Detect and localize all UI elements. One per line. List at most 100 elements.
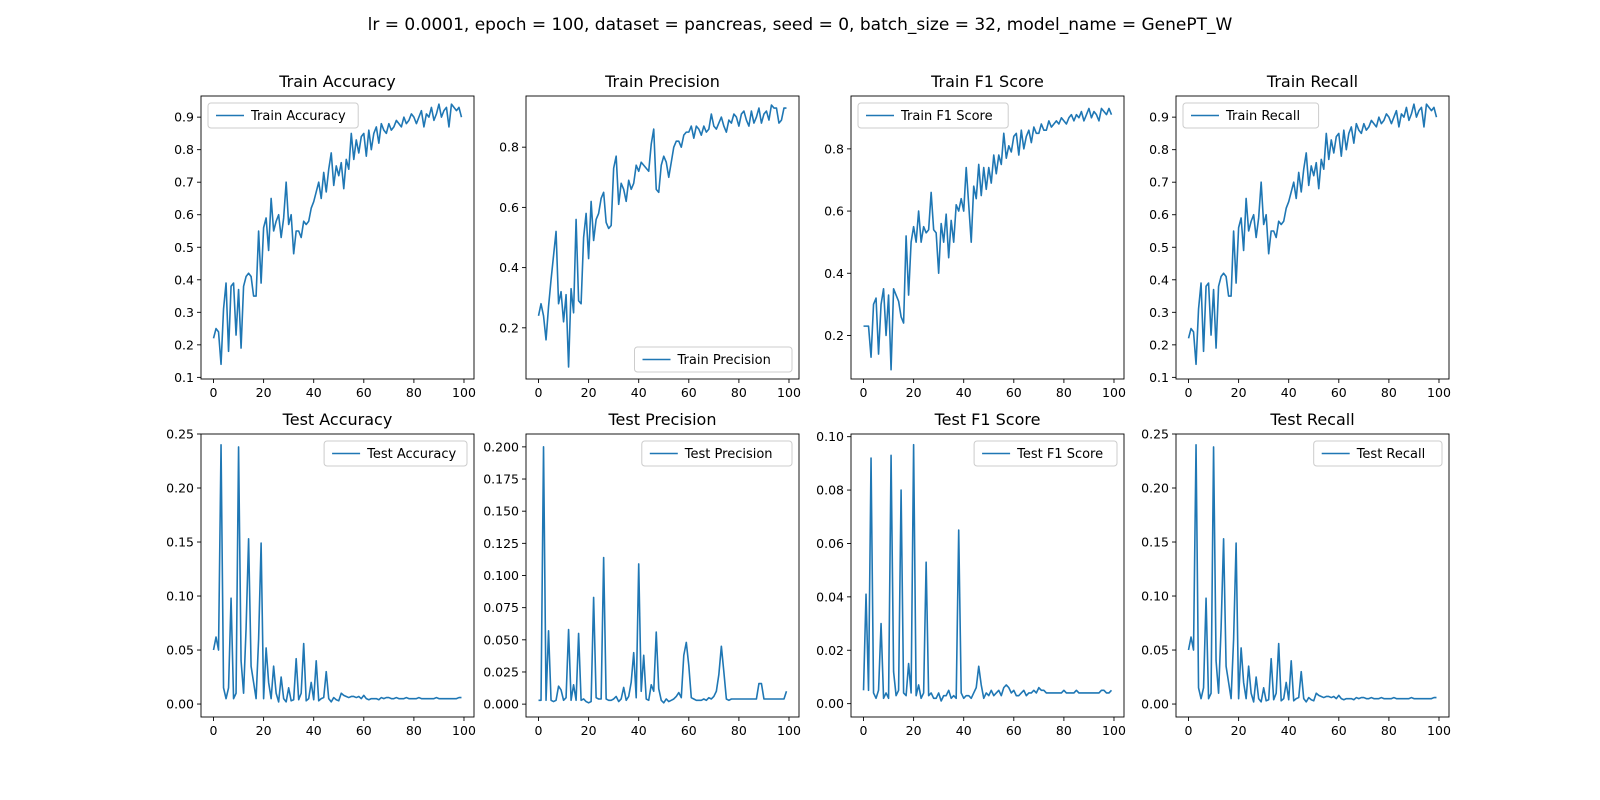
y-tick-label: 0.08 [816, 483, 844, 498]
y-tick-label: 0.25 [1141, 427, 1169, 442]
y-tick-label: 0.5 [174, 240, 194, 255]
x-tick-label: 100 [1102, 723, 1126, 738]
test-accuracy-legend: Test Accuracy [323, 440, 468, 467]
x-tick-label: 20 [256, 385, 272, 400]
train-f1-score-series-line [863, 107, 1113, 371]
test-recall-series-line [1187, 443, 1437, 703]
y-tick-label: 0.25 [166, 427, 194, 442]
x-tick-label: 80 [406, 723, 422, 738]
y-tick-label: 0.125 [483, 536, 519, 551]
x-tick-label: 0 [860, 385, 868, 400]
y-tick-label: 0.6 [824, 204, 844, 219]
x-tick-label: 60 [681, 385, 697, 400]
train-recall-series-line [1187, 103, 1438, 366]
legend-label: Train F1 Score [900, 109, 993, 124]
x-tick-label: 20 [581, 385, 597, 400]
y-tick-label: 0.1 [174, 370, 194, 385]
y-tick-label: 0.10 [166, 589, 194, 604]
x-tick-label: 20 [906, 385, 922, 400]
train-f1-score-axes-frame [850, 95, 1125, 380]
y-tick-label: 0.5 [1149, 240, 1169, 255]
legend-box [1182, 102, 1320, 129]
y-tick-label: 0.3 [1149, 305, 1169, 320]
legend-box [973, 440, 1118, 467]
y-tick-label: 0.6 [499, 200, 519, 215]
x-tick-label: 0 [535, 385, 543, 400]
x-tick-label: 100 [777, 385, 801, 400]
x-tick-label: 80 [406, 385, 422, 400]
train-recall-legend: Train Recall [1182, 102, 1320, 129]
legend-box [1313, 440, 1443, 467]
test-precision-series-line [538, 446, 788, 704]
y-tick-label: 0.9 [174, 110, 194, 125]
x-tick-label: 100 [452, 723, 476, 738]
test-recall-axes-frame [1175, 433, 1450, 718]
y-tick-label: 0.175 [483, 472, 519, 487]
test-precision-axes-frame [525, 433, 800, 718]
x-tick-label: 40 [306, 385, 322, 400]
x-tick-label: 100 [1427, 723, 1451, 738]
x-tick-label: 80 [1056, 385, 1072, 400]
train-accuracy-subplot: Train Accuracy 0 20 40 60 80 100 0.1 0.2 0.3 0.4 0.… [174, 72, 476, 400]
y-tick-label: 0.9 [1149, 110, 1169, 125]
test-accuracy-axes-frame [200, 433, 475, 718]
y-tick-label: 0.05 [166, 643, 194, 658]
legend-box [641, 440, 793, 467]
legend-label: Train Recall [1225, 109, 1300, 124]
legend-label: Test F1 Score [1016, 447, 1103, 462]
train-precision-axes-frame [525, 95, 800, 380]
y-tick-label: 0.2 [824, 328, 844, 343]
train-recall-subplot: Train Recall 0 20 40 60 80 100 0.1 0.2 0.3 0.4 0.5 0… [1149, 72, 1451, 400]
y-tick-label: 0.050 [483, 632, 519, 647]
y-tick-label: 0.6 [174, 207, 194, 222]
y-tick-label: 0.4 [174, 272, 194, 287]
x-tick-label: 80 [1381, 723, 1397, 738]
legend-label: Test Precision [684, 447, 773, 462]
legend-box [634, 346, 793, 373]
x-tick-label: 20 [256, 723, 272, 738]
x-tick-label: 60 [1331, 723, 1347, 738]
y-tick-label: 0.00 [816, 696, 844, 711]
y-tick-label: 0.15 [166, 535, 194, 550]
y-tick-label: 0.000 [483, 697, 519, 712]
y-tick-label: 0.8 [499, 140, 519, 155]
train-precision-subplot: Train Precision 0 20 40 60 80 100 0.2 0.4 0.6 0.8 T… [499, 72, 801, 400]
y-tick-label: 0.8 [174, 142, 194, 157]
train-precision-series-line [537, 104, 787, 368]
x-tick-label: 80 [1056, 723, 1072, 738]
x-tick-label: 20 [1231, 385, 1247, 400]
test-precision-legend: Test Precision [641, 440, 793, 467]
y-tick-label: 0.6 [1149, 207, 1169, 222]
train-accuracy-series-line [212, 103, 463, 366]
x-tick-label: 60 [681, 723, 697, 738]
test-recall-title: Test Recall [1269, 410, 1354, 429]
y-tick-label: 0.025 [483, 664, 519, 679]
x-tick-label: 60 [356, 723, 372, 738]
y-tick-label: 0.15 [1141, 535, 1169, 550]
y-tick-label: 0.075 [483, 600, 519, 615]
y-tick-label: 0.00 [1141, 697, 1169, 712]
y-tick-label: 0.4 [1149, 272, 1169, 287]
y-tick-label: 0.8 [824, 141, 844, 156]
test-accuracy-series-line [212, 443, 462, 703]
test-accuracy-title: Test Accuracy [282, 410, 393, 429]
x-tick-label: 40 [1281, 385, 1297, 400]
x-tick-label: 20 [581, 723, 597, 738]
test-recall-legend: Test Recall [1313, 440, 1443, 467]
legend-box [857, 102, 1009, 129]
y-tick-label: 0.10 [1141, 589, 1169, 604]
legend-label: Train Precision [677, 353, 771, 368]
x-tick-label: 0 [1185, 385, 1193, 400]
y-tick-label: 0.150 [483, 504, 519, 519]
train-f1-score-subplot: Train F1 Score 0 20 40 60 80 100 0.2 0.4 0.6 0.8 Tr… [824, 72, 1126, 400]
x-tick-label: 0 [860, 723, 868, 738]
test-precision-subplot: Test Precision 0 20 40 60 80 100 0.000 0.025 0.05… [483, 410, 801, 738]
y-tick-label: 0.2 [174, 337, 194, 352]
train-recall-title: Train Recall [1266, 72, 1358, 91]
y-tick-label: 0.7 [1149, 175, 1169, 190]
y-tick-label: 0.06 [816, 536, 844, 551]
x-tick-label: 40 [956, 385, 972, 400]
subplots: Train Accuracy 0 20 40 60 80 100 0.1 0.2 0.3 0.4 0.… [166, 72, 1451, 738]
